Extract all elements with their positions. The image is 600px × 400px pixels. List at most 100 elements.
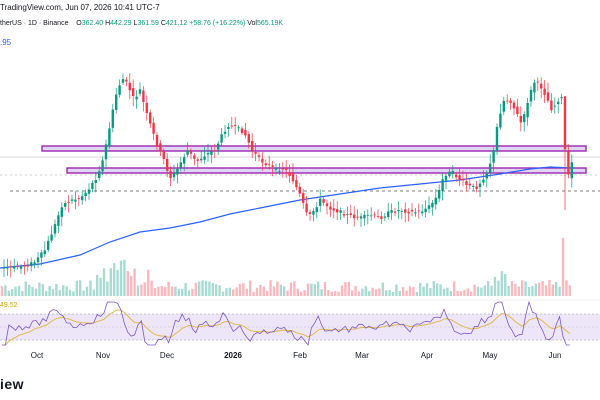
volume-bar [480, 287, 483, 296]
volume-bar [262, 286, 265, 296]
candle-body [237, 127, 240, 129]
candle-body [6, 267, 9, 269]
ohlc-legend: therUS · 1D · Binance O362.40 H442.29 L3… [0, 20, 283, 27]
candle-body [458, 175, 461, 181]
candle-body [366, 214, 369, 216]
volume-bar [310, 283, 313, 296]
candle-body [50, 234, 53, 241]
candle-body [407, 211, 410, 214]
symbol-label[interactable]: therUS · 1D · Binance [0, 20, 69, 27]
volume-bar [378, 288, 381, 296]
time-axis: Oct Nov Dec 2026 Feb Mar Apr May Jun [0, 351, 600, 365]
volume-bar [415, 291, 418, 296]
volume-bar [198, 281, 201, 296]
volume-bar [327, 289, 330, 296]
volume-bar [517, 286, 520, 296]
support-resistance-zones [0, 145, 600, 174]
candle-body [91, 182, 94, 189]
candle-body [472, 185, 475, 187]
candle-body [390, 210, 393, 213]
volume-bar [184, 283, 187, 296]
candle-body [172, 173, 176, 178]
candle-body [247, 134, 250, 143]
volume-bar [109, 268, 112, 296]
candle-body [465, 181, 468, 185]
candle-body [363, 214, 366, 219]
volume-bar [432, 280, 435, 296]
candle-body [33, 262, 36, 266]
candle-body [179, 162, 182, 168]
candle-body [98, 171, 101, 179]
volume-bar [493, 276, 497, 296]
volume-bar [306, 283, 310, 296]
candle-body [288, 172, 291, 176]
candle-body [339, 210, 342, 213]
volume-bar [317, 281, 320, 296]
volume-bar [456, 291, 459, 296]
open-label: O [76, 20, 82, 27]
volume-bar [170, 286, 174, 296]
candle-body [53, 224, 57, 234]
volume-bar [153, 288, 157, 296]
time-axis-label: Apr [420, 351, 434, 360]
candle-body [70, 199, 74, 201]
volume-bar [4, 285, 7, 296]
candle-body [302, 193, 305, 203]
volume-bar [368, 291, 371, 296]
volume-bar [99, 277, 102, 296]
volume-bar [313, 284, 316, 296]
volume-bar [238, 283, 242, 296]
candle-body [118, 85, 121, 95]
candle-body [553, 105, 556, 107]
volume-bar [242, 283, 245, 296]
volume-bar [181, 289, 184, 296]
volume-bar [211, 283, 214, 296]
volume-bar [58, 290, 61, 296]
candle-body [47, 240, 50, 250]
candle-body [387, 211, 390, 218]
volume-bar [17, 285, 21, 296]
candle-body [196, 159, 199, 161]
volume-bar [208, 281, 211, 296]
volume-bar [160, 286, 163, 296]
candle-body [213, 150, 216, 152]
candle-body [145, 102, 148, 113]
candle-body [217, 143, 220, 150]
moving-average [0, 166, 573, 269]
volume-bar [527, 287, 531, 296]
volume-bar [7, 290, 10, 296]
volume-bar [531, 286, 534, 296]
volume-bar [204, 280, 208, 296]
candle-body [57, 215, 60, 226]
candle-body [200, 158, 203, 161]
volume-bar [245, 288, 248, 296]
volume-bar [167, 281, 170, 296]
volume-bar [473, 284, 476, 296]
volume-bar [62, 285, 65, 296]
volume-bar [41, 284, 44, 296]
candle-body [434, 197, 437, 205]
candle-body [220, 134, 223, 143]
volume-bar [476, 286, 480, 296]
candle-body [2, 267, 6, 269]
volume-bar [276, 281, 279, 296]
candle-body [159, 143, 162, 152]
volume-bar [357, 291, 361, 296]
candle-body [240, 128, 244, 133]
candle-body [271, 165, 274, 167]
volume-bar [119, 260, 123, 296]
volume-label: Vol [247, 20, 257, 27]
volume-bar [459, 291, 463, 296]
volume-bar [279, 284, 282, 296]
candle-body [186, 150, 189, 155]
candle-body [509, 100, 512, 103]
volume-bar [466, 288, 469, 296]
volume-bar [106, 281, 109, 296]
candle-body [152, 122, 155, 134]
volume-bar [364, 286, 367, 296]
candle-body [512, 102, 516, 109]
volume-value: 565.19K [256, 20, 284, 27]
candle-body [506, 100, 509, 102]
candle-body [383, 216, 386, 218]
